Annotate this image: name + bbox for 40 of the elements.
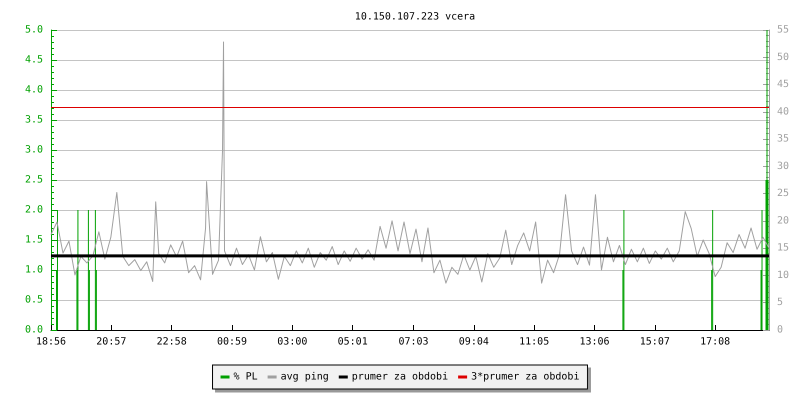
- y-tick-label: 4.0: [24, 84, 43, 96]
- y2-tick-label: 40: [777, 106, 790, 118]
- y2-tick-label: 30: [777, 160, 790, 172]
- x-tick-label: 11:05: [519, 336, 550, 348]
- legend-label: prumer za obdobi: [352, 372, 448, 382]
- y2-tick-label: 20: [777, 215, 790, 226]
- y2-tick-label: 25: [777, 188, 790, 200]
- y-tick-label: 0.0: [24, 324, 43, 336]
- y-tick-label: 1.5: [24, 234, 43, 246]
- x-tick-label: 17:08: [700, 336, 730, 348]
- legend-label: avg ping: [280, 372, 329, 382]
- y2-tick-label: 15: [777, 242, 790, 254]
- y2-tick-label: 45: [777, 79, 790, 90]
- y2-tick-label: 55: [777, 24, 790, 36]
- legend-label: % PL: [234, 372, 258, 382]
- x-tick-label: 07:03: [398, 336, 429, 348]
- y2-tick-label: 35: [777, 134, 790, 145]
- x-tick-label: 13:06: [579, 336, 610, 348]
- y-tick-label: 0.5: [24, 294, 43, 306]
- x-tick-label: 09:04: [458, 336, 489, 348]
- x-tick-label: 20:57: [96, 336, 126, 348]
- x-tick-label: 03:00: [277, 336, 308, 348]
- y2-tick-label: 0: [777, 324, 784, 336]
- x-tick-label: 22:58: [156, 336, 187, 348]
- y-tick-label: 5.0: [24, 24, 43, 36]
- y-tick-label: 3.0: [24, 144, 43, 156]
- y-tick-label: 1.0: [24, 264, 43, 276]
- y2-tick-label: 50: [777, 52, 790, 63]
- legend-label: 3*prumer za obdobi: [471, 372, 580, 382]
- y-tick-label: 3.5: [24, 114, 43, 126]
- x-tick-label: 15:07: [640, 336, 670, 348]
- chart-title: 10.150.107.223 vcera: [354, 12, 476, 22]
- y-tick-label: 2.0: [24, 204, 43, 216]
- x-tick-label: 00:59: [216, 336, 248, 348]
- x-tick-label: 05:01: [338, 336, 368, 348]
- y-tick-label: 2.5: [24, 174, 43, 186]
- y2-tick-label: 5: [777, 297, 784, 308]
- x-tick-label: 18:56: [36, 336, 66, 348]
- y2-tick-label: 10: [777, 270, 790, 281]
- y-tick-label: 4.5: [24, 54, 43, 66]
